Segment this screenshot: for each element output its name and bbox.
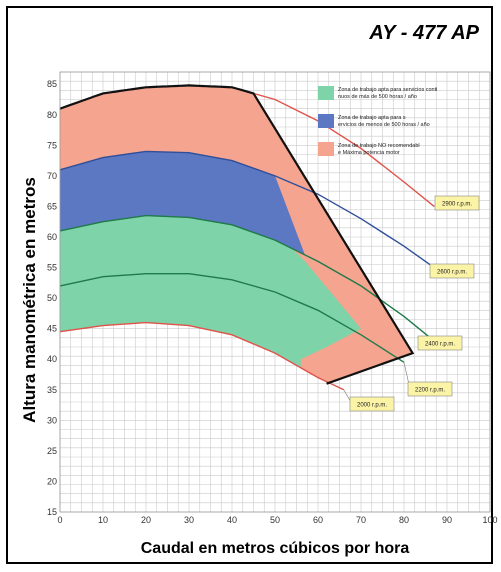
y-tick-label: 15 (47, 507, 57, 517)
legend-swatch (318, 142, 334, 156)
y-tick-label: 35 (47, 385, 57, 395)
zones (60, 85, 413, 384)
rpm-label-box (349, 396, 395, 412)
axes: 0 10 20 30 40 50 60 70 80 90 100 15 20 25 30 35 40 45 50 55… (47, 71, 498, 525)
series-line-3 (59, 273, 405, 363)
y-tick-label: 40 (47, 354, 57, 364)
y-tick-label: 60 (47, 232, 57, 242)
x-tick-label: 90 (442, 515, 452, 525)
rpm-label: 2400 r.p.m. (425, 342, 455, 348)
rpm-label-box (434, 195, 480, 211)
zone-continuous-500h (60, 215, 361, 368)
series-line-4 (59, 321, 345, 391)
rpm-label-box (417, 335, 463, 351)
rpm-labels: 2900 r.p.m. 2600 r.p.m. 2400 r.p.m. 2200 r.… (343, 195, 480, 412)
rpm-label: 2000 r.p.m. (357, 403, 387, 409)
legend: Zona de trabajo apta para servicios cont… (318, 86, 437, 156)
x-tick-label: 70 (356, 515, 366, 525)
x-axis-label: Caudal en metros cúbicos por hora (140, 540, 410, 557)
y-tick-label: 25 (47, 446, 57, 456)
x-tick-label: 100 (482, 515, 497, 525)
rpm-label-box (407, 381, 453, 397)
x-tick-label: 20 (141, 515, 151, 525)
y-tick-label: 75 (47, 140, 57, 150)
zone-less-500h (60, 151, 306, 256)
legend-entry: Zona de trabajo NO recomendabl (338, 143, 420, 149)
legend-entry: nuos de más de 500 horas / año (338, 94, 417, 100)
x-tick-label: 30 (184, 515, 194, 525)
x-tick-label: 80 (399, 515, 409, 525)
legend-entry: ervicios de menos de 500 horas / año (338, 122, 430, 128)
legend-swatch (318, 86, 334, 100)
plot-border (59, 71, 491, 513)
rpm-label: 2200 r.p.m. (415, 388, 445, 394)
y-tick-label: 45 (47, 324, 57, 334)
y-tick-label: 20 (47, 476, 57, 486)
x-tick-label: 40 (227, 515, 237, 525)
y-tick-label: 65 (47, 201, 57, 211)
y-tick-label: 70 (47, 171, 57, 181)
legend-entry: Zona de trabajo apta para s (338, 115, 406, 121)
y-tick-label: 30 (47, 415, 57, 425)
x-tick-label: 0 (57, 515, 62, 525)
y-tick-label: 50 (47, 293, 57, 303)
rpm-label: 2900 r.p.m. (442, 202, 472, 208)
rpm-label: 2600 r.p.m. (437, 270, 467, 276)
legend-entry: Zona de trabajo apta para servicios cont… (338, 87, 437, 93)
series-line-2 (59, 214, 435, 342)
model-title: AY - 477 AP (369, 22, 479, 44)
x-tick-label: 60 (313, 515, 323, 525)
y-tick-label: 85 (47, 79, 57, 89)
legend-entry: e Máxima potencia motor (338, 150, 400, 156)
rpm-label-box (429, 263, 475, 279)
y-tick-label: 55 (47, 263, 57, 273)
operating-boundary (59, 84, 415, 385)
x-tick-label: 10 (98, 515, 108, 525)
legend-swatch (318, 114, 334, 128)
x-tick-label: 50 (270, 515, 280, 525)
series-line-1 (59, 150, 435, 269)
y-tick-label: 80 (47, 110, 57, 120)
